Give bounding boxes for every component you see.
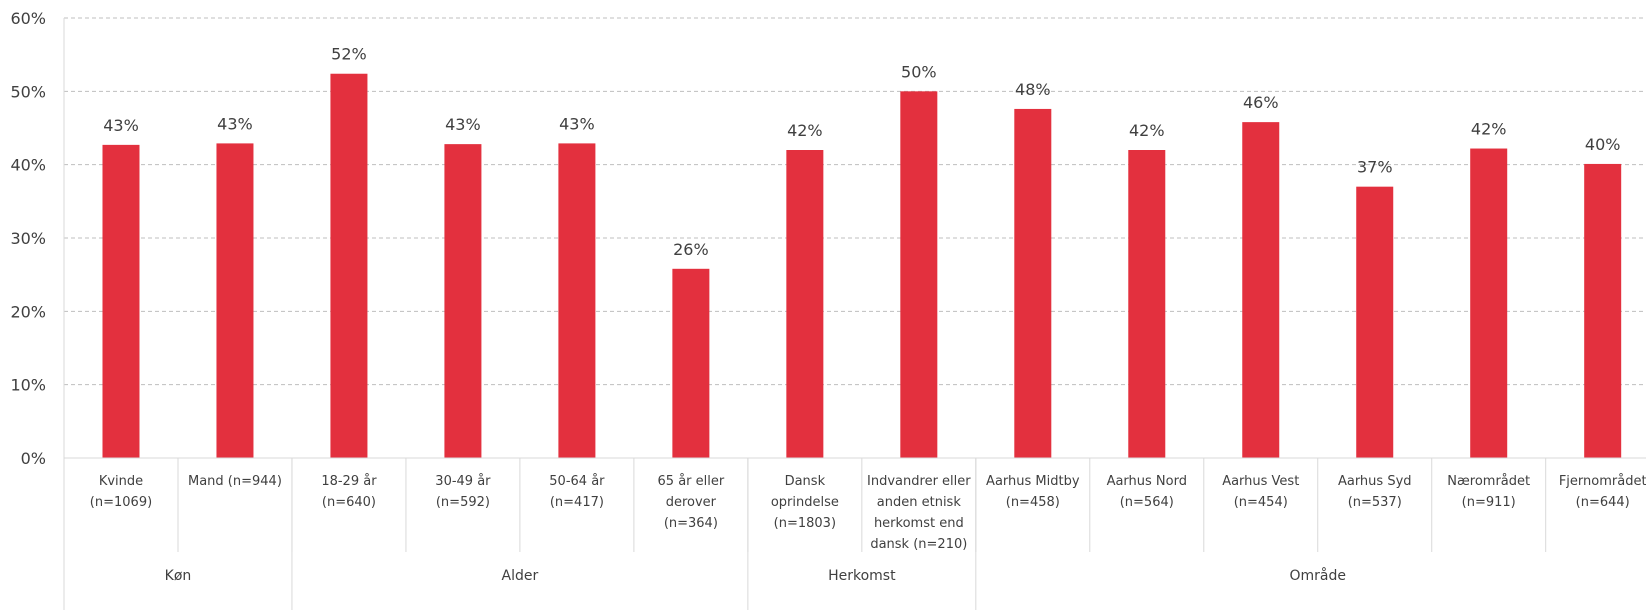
data-label: 37% bbox=[1357, 158, 1393, 177]
data-label: 43% bbox=[559, 114, 595, 133]
y-tick-label: 10% bbox=[10, 376, 46, 395]
category-label: (n=644) bbox=[1576, 495, 1630, 510]
y-tick-label: 40% bbox=[10, 156, 46, 175]
category-label: (n=592) bbox=[436, 495, 490, 510]
group-label: Herkomst bbox=[828, 568, 896, 584]
y-tick-label: 30% bbox=[10, 229, 46, 248]
category-label: (n=364) bbox=[664, 516, 718, 531]
category-label: dansk (n=210) bbox=[870, 537, 967, 552]
category-label: (n=417) bbox=[550, 495, 604, 510]
category-label: (n=640) bbox=[322, 495, 376, 510]
y-axis: 0% 10% 20% 30% 40% 50% 60% bbox=[10, 9, 65, 610]
bar bbox=[216, 143, 254, 458]
category-label: oprindelse bbox=[771, 495, 839, 510]
category-label: Fjernområdet bbox=[1559, 474, 1646, 489]
category-label: (n=537) bbox=[1348, 495, 1402, 510]
data-label: 40% bbox=[1585, 135, 1621, 154]
data-label: 42% bbox=[1471, 120, 1507, 139]
y-tick-label: 0% bbox=[21, 449, 46, 468]
bar bbox=[1470, 148, 1508, 459]
bar bbox=[1356, 186, 1394, 458]
group-label: Område bbox=[1289, 567, 1346, 584]
y-tick-label: 20% bbox=[10, 302, 46, 321]
bar bbox=[1128, 150, 1166, 458]
category-label: 50-64 år bbox=[549, 474, 605, 489]
y-tick-label: 50% bbox=[10, 82, 46, 101]
bar bbox=[558, 143, 596, 458]
gridlines bbox=[64, 17, 1646, 386]
category-label: Indvandrer eller bbox=[867, 474, 971, 489]
category-label: (n=458) bbox=[1006, 495, 1060, 510]
data-label: 52% bbox=[331, 45, 367, 64]
x-axis: Kvinde (n=1069) Mand (n=944) 18-29 år (n=640… bbox=[64, 457, 1646, 610]
bar bbox=[672, 268, 710, 458]
category-label: 65 år eller bbox=[658, 474, 725, 489]
data-label: 50% bbox=[901, 62, 937, 81]
bar bbox=[1242, 122, 1280, 458]
data-label: 46% bbox=[1243, 93, 1279, 112]
category-label: Aarhus Nord bbox=[1107, 474, 1187, 489]
category-label: Nærområdet bbox=[1447, 474, 1530, 489]
bar bbox=[102, 144, 140, 458]
group-label: Alder bbox=[502, 568, 539, 584]
category-label: derover bbox=[666, 495, 717, 510]
category-label: 18-29 år bbox=[321, 474, 377, 489]
bar bbox=[1014, 108, 1052, 458]
category-label: anden etnisk bbox=[877, 495, 962, 510]
category-label: (n=454) bbox=[1234, 495, 1288, 510]
bar bbox=[900, 91, 938, 458]
y-tick-label: 60% bbox=[10, 9, 46, 28]
data-label: 43% bbox=[217, 114, 253, 133]
bars bbox=[102, 73, 1622, 459]
category-label: Aarhus Syd bbox=[1338, 474, 1412, 489]
group-label: Køn bbox=[165, 568, 192, 584]
category-label: (n=564) bbox=[1120, 495, 1174, 510]
category-label: (n=1803) bbox=[774, 516, 836, 531]
bar bbox=[444, 144, 482, 458]
data-label: 43% bbox=[445, 115, 481, 134]
data-label: 42% bbox=[1129, 121, 1165, 140]
category-label: Aarhus Midtby bbox=[986, 474, 1080, 489]
category-label: Aarhus Vest bbox=[1222, 474, 1299, 489]
category-label: 30-49 år bbox=[435, 474, 491, 489]
data-label: 43% bbox=[103, 116, 139, 135]
bar bbox=[330, 73, 368, 458]
category-label: Dansk bbox=[785, 474, 826, 489]
data-label: 48% bbox=[1015, 80, 1051, 99]
data-labels: 43% 43% 52% 43% 43% 26% 42% 50% 48% 42% 46% 37% 42% 4… bbox=[103, 45, 1620, 259]
category-label: Kvinde bbox=[99, 474, 143, 489]
data-label: 42% bbox=[787, 121, 823, 140]
category-label: (n=1069) bbox=[90, 495, 152, 510]
category-label: (n=911) bbox=[1462, 495, 1516, 510]
bar bbox=[1584, 163, 1622, 458]
category-label: herkomst end bbox=[874, 516, 964, 531]
data-label: 26% bbox=[673, 240, 709, 259]
category-label: Mand (n=944) bbox=[188, 474, 282, 489]
bar bbox=[786, 150, 824, 458]
